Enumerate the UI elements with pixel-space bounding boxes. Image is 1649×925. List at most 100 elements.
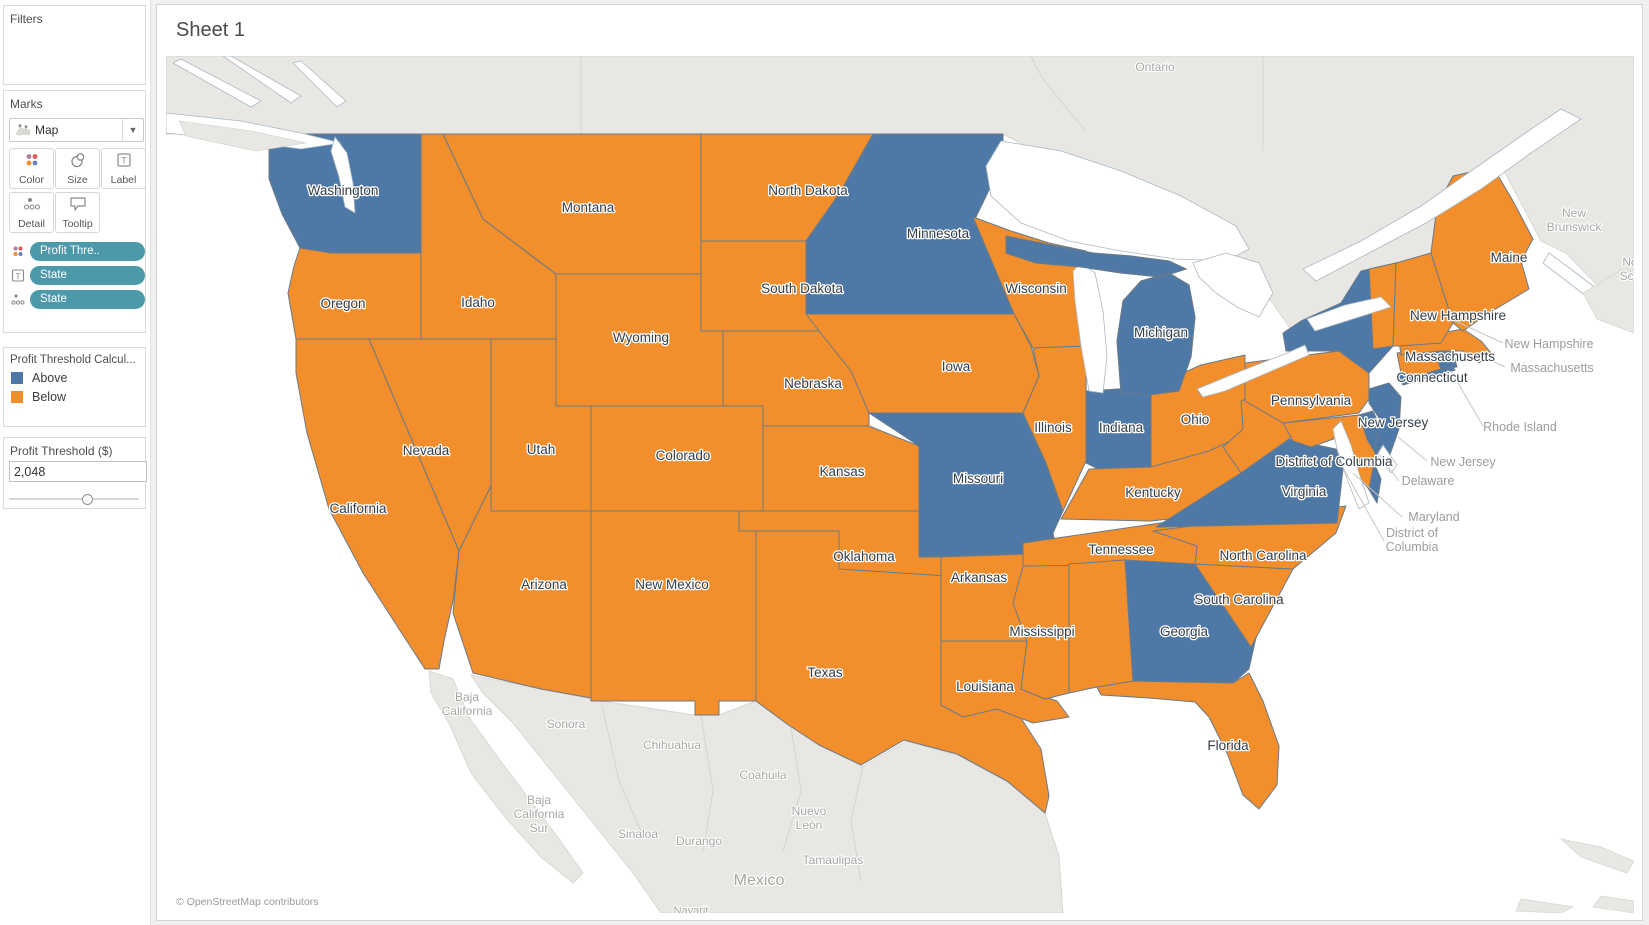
parameter-title: Profit Threshold ($): [10, 444, 113, 458]
state-label-district-of-columbia: District of Columbia: [1275, 454, 1393, 469]
state-label-kansas: Kansas: [819, 464, 864, 479]
state-label-new-mexico: New Mexico: [635, 577, 709, 592]
state-label-missouri: Missouri: [953, 471, 1003, 486]
water-body: [1376, 444, 1398, 474]
island-landmass: [1515, 898, 1575, 913]
water-body: [1332, 420, 1370, 510]
island-landmass: [1582, 266, 1634, 334]
chevron-down-icon[interactable]: ▼: [122, 119, 143, 141]
color-button[interactable]: Color: [9, 148, 54, 189]
water-body: [1192, 252, 1274, 318]
state-new-mexico[interactable]: [590, 510, 757, 716]
context-label: Chihuahua: [643, 738, 701, 752]
mark-type-dropdown[interactable]: Map ▼: [9, 118, 144, 142]
state-label-kentucky: Kentucky: [1125, 485, 1181, 500]
callout-label-rhode-island: Rhode Island: [1483, 420, 1557, 434]
left-panel: Filters Marks Map ▼ Color Size T Label Detai…: [0, 0, 151, 925]
pill-profit-thre-[interactable]: Profit Thre..: [30, 241, 145, 261]
context-label: Nuevo León: [792, 804, 827, 832]
state-label-montana: Montana: [562, 200, 615, 215]
water-body: [1306, 296, 1392, 332]
tooltip-button[interactable]: Tooltip: [55, 192, 100, 233]
island-landmass: [1592, 895, 1634, 913]
water-body: [172, 58, 262, 108]
state-label-pennsylvania: Pennsylvania: [1271, 393, 1352, 408]
state-label-maine: Maine: [1491, 250, 1528, 265]
context-label: Mexico: [734, 872, 785, 889]
legend-swatch: [11, 372, 23, 384]
slider-track[interactable]: [9, 498, 139, 500]
state-label-washington: Washington: [308, 183, 379, 198]
legend-item-below[interactable]: Below: [11, 390, 145, 404]
water-body: [985, 140, 1250, 262]
state-label-arizona: Arizona: [521, 577, 567, 592]
context-label: Tamaulipas: [803, 853, 864, 867]
parameter-card: Profit Threshold ($): [3, 437, 147, 509]
state-label-new-hampshire: New Hampshire: [1410, 308, 1506, 323]
callout-label-new-jersey: New Jersey: [1430, 455, 1496, 469]
state-michigan[interactable]: [1005, 235, 1196, 396]
state-label-virginia: Virginia: [1282, 484, 1327, 499]
state-label-ohio: Ohio: [1181, 412, 1210, 427]
context-label: Baja California: [442, 690, 493, 718]
callout-leader-line: [1352, 472, 1403, 518]
mark-type-value: Map: [35, 123, 59, 137]
island-landmass: [178, 120, 307, 152]
callout-leader-line: [1450, 318, 1504, 344]
parameter-slider[interactable]: [9, 494, 139, 505]
state-label-north-carolina: North Carolina: [1219, 548, 1307, 563]
pill-row: State: [9, 289, 145, 309]
state-label-indiana: Indiana: [1099, 420, 1144, 435]
svg-text:T: T: [121, 155, 127, 165]
state-label-michigan: Michigan: [1134, 325, 1188, 340]
mexico-state-border: [850, 765, 864, 882]
size-button[interactable]: Size: [55, 148, 100, 189]
state-label-utah: Utah: [527, 442, 556, 457]
detail-pill-icon: [9, 293, 27, 306]
marks-card: Marks Map ▼ Color Size T Label Detail Tooltip…: [3, 90, 146, 333]
state-florida[interactable]: [1096, 672, 1280, 810]
color-legend-card: Profit Threshold Calcul... Above Below: [3, 347, 146, 427]
state-oregon[interactable]: [287, 247, 422, 340]
pill-state[interactable]: State: [30, 289, 145, 309]
pill-state[interactable]: State: [30, 265, 145, 285]
state-label-south-carolina: South Carolina: [1194, 592, 1284, 607]
context-label: Baja California Sur: [514, 793, 565, 835]
callout-leader-line: [1397, 436, 1428, 462]
context-label: Sonora: [547, 717, 586, 731]
context-label: Coahuila: [739, 768, 787, 782]
detail-icon: [22, 196, 42, 217]
mexico-state-border: [700, 714, 714, 852]
state-label-tennessee: Tennessee: [1088, 542, 1153, 557]
state-alabama[interactable]: [1068, 559, 1134, 694]
state-label-illinois: Illinois: [1034, 420, 1072, 435]
state-texas[interactable]: [755, 530, 1050, 814]
state-label-california: California: [329, 501, 387, 516]
context-label: Nayarit: [674, 905, 709, 913]
mexico-baja-landmass: [428, 670, 584, 884]
state-label-florida: Florida: [1207, 738, 1249, 753]
detail-button[interactable]: Detail: [9, 192, 54, 233]
water-body: [292, 60, 347, 108]
slider-thumb[interactable]: [82, 494, 93, 505]
callout-leader-line: [1336, 456, 1385, 542]
state-label-massachusetts: Massachusetts: [1405, 349, 1495, 364]
parameter-value-input[interactable]: [9, 461, 147, 482]
state-label-wyoming: Wyoming: [613, 330, 669, 345]
legend-item-above[interactable]: Above: [11, 371, 145, 385]
callout-label-massachusetts: Massachusetts: [1510, 361, 1593, 375]
sheet-title: Sheet 1: [176, 19, 245, 41]
context-label: Sinaloa: [618, 827, 658, 841]
state-label-iowa: Iowa: [942, 359, 971, 374]
label-button[interactable]: T Label: [101, 148, 146, 189]
state-label-mississippi: Mississippi: [1009, 624, 1074, 639]
pill-row: Profit Thre..: [9, 241, 145, 261]
water-body: [166, 112, 342, 150]
state-maine[interactable]: [1430, 166, 1534, 332]
water-body: [1072, 262, 1108, 394]
state-label-colorado: Colorado: [656, 448, 711, 463]
state-label-idaho: Idaho: [461, 295, 495, 310]
